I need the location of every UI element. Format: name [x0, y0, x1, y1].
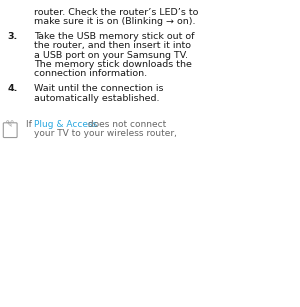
Text: Plug & Access: Plug & Access — [34, 120, 97, 129]
FancyBboxPatch shape — [3, 123, 17, 138]
Text: make sure it is on (Blinking → on).: make sure it is on (Blinking → on). — [34, 17, 196, 26]
Text: the router, and then insert it into: the router, and then insert it into — [34, 41, 191, 50]
Text: your TV to your wireless router,: your TV to your wireless router, — [34, 129, 177, 138]
Text: Wait until the connection is: Wait until the connection is — [34, 84, 164, 93]
Text: The memory stick downloads the: The memory stick downloads the — [34, 60, 192, 69]
Text: Take the USB memory stick out of: Take the USB memory stick out of — [34, 32, 195, 41]
Text: 4.: 4. — [8, 84, 18, 93]
Text: 3.: 3. — [8, 32, 18, 41]
Text: ⌘: ⌘ — [5, 120, 14, 130]
Text: does not connect: does not connect — [85, 120, 166, 129]
Text: ✎: ✎ — [7, 121, 13, 127]
Text: connection information.: connection information. — [34, 69, 148, 78]
Text: If: If — [26, 120, 34, 129]
Text: router. Check the router’s LED’s to: router. Check the router’s LED’s to — [34, 8, 199, 17]
Text: a USB port on your Samsung TV.: a USB port on your Samsung TV. — [34, 51, 188, 60]
Text: automatically established.: automatically established. — [34, 94, 160, 103]
